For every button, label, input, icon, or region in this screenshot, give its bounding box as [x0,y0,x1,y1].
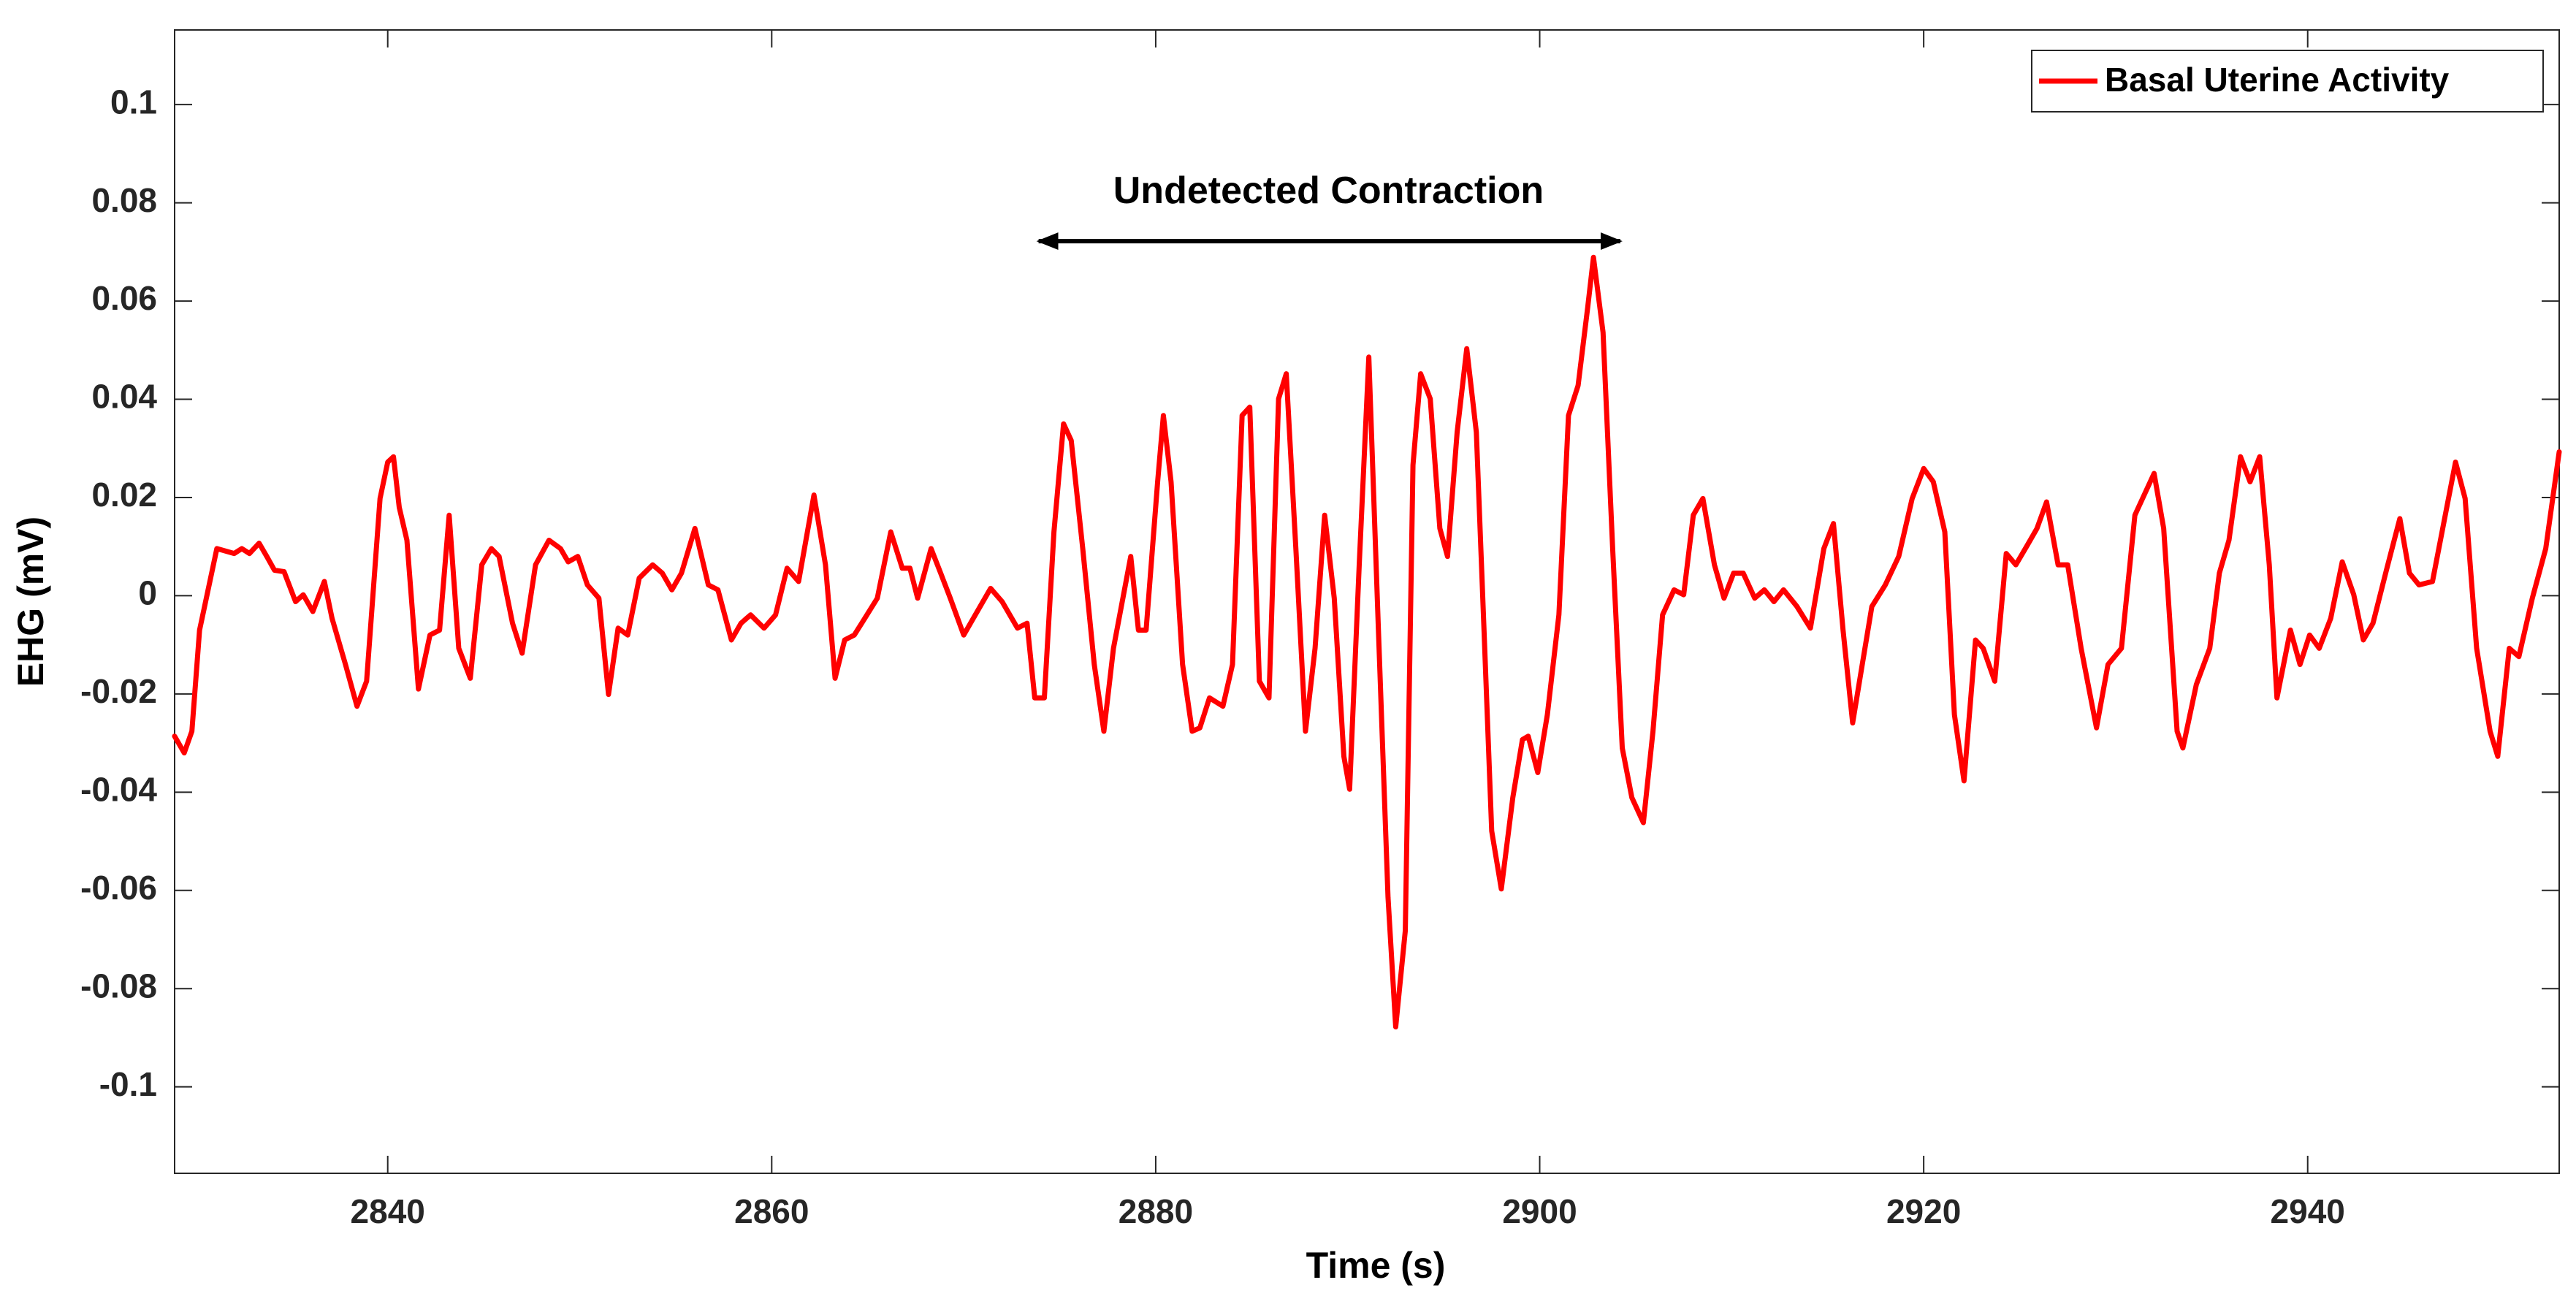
x-tick-label: 2940 [2271,1192,2345,1230]
x-tick-label: 2840 [351,1192,425,1230]
y-tick-label: -0.06 [80,869,157,907]
legend: Basal Uterine Activity [2031,50,2544,113]
y-tick-label: 0.1 [110,83,157,121]
y-tick-label: -0.02 [80,672,157,710]
y-tick-label: -0.1 [99,1065,157,1103]
data-line [172,254,2562,1030]
x-label-box [1279,1238,1472,1296]
plot-area [174,29,2560,1174]
annotation-text: Undetected Contraction [1113,169,1544,212]
x-tick-label: 2860 [734,1192,809,1230]
x-tick-label: 2920 [1886,1192,1961,1230]
x-tick-label: 2880 [1119,1192,1193,1230]
legend-box [2031,50,2544,113]
y-tick-label: 0.02 [91,476,157,514]
x-axis-label: Time (s) [1306,1245,1446,1286]
y-tick-label: 0.08 [91,181,157,219]
y-tick-label: -0.08 [80,967,157,1005]
legend-label: Basal Uterine Activity [2105,61,2450,99]
x-tick-label: 2900 [1502,1192,1577,1230]
y-tick-label: 0.04 [91,378,157,416]
y-tick-label: -0.04 [80,770,157,808]
y-tick-label: 0 [138,574,157,612]
y-tick-label: 0.06 [91,279,157,317]
y-axis-label: EHG (mV) [10,517,51,687]
